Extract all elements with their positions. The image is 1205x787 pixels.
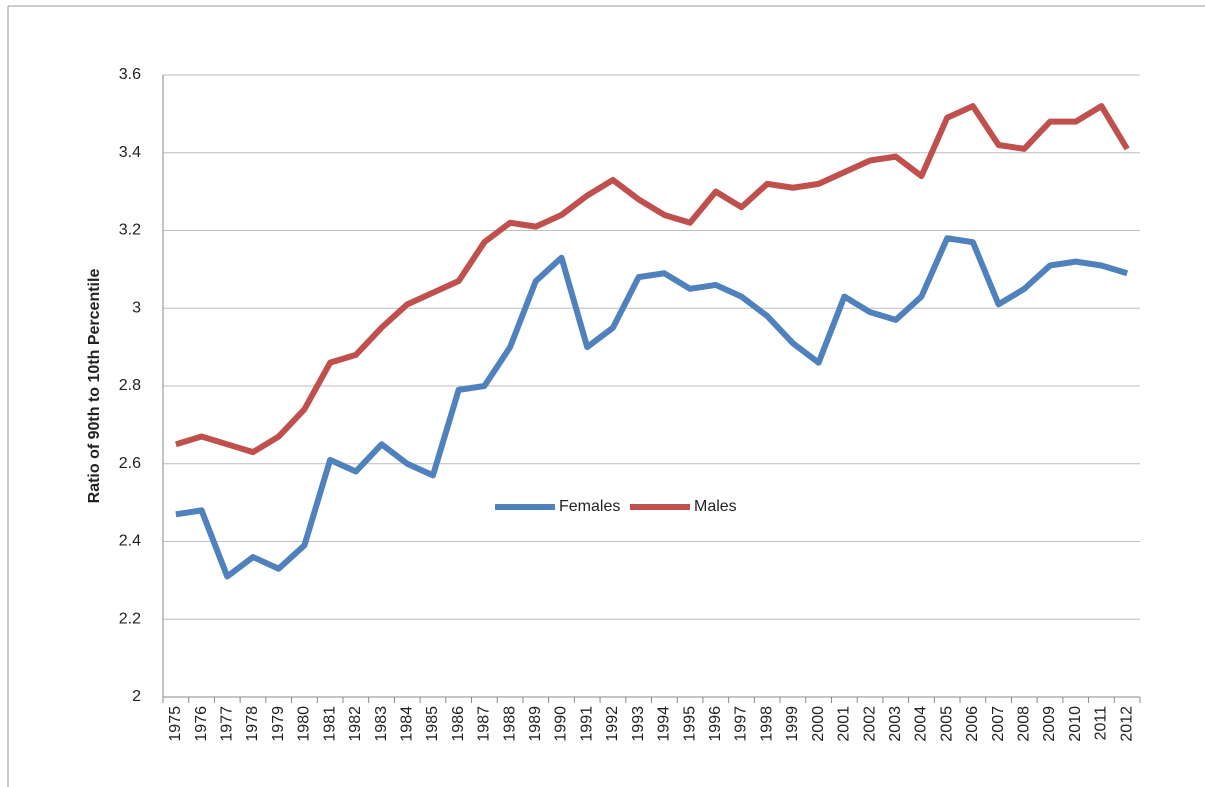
x-tick-label: 1995 — [681, 706, 698, 742]
x-tick-label: 2009 — [1041, 706, 1058, 742]
x-tick-label: 1998 — [758, 706, 775, 742]
x-tick-label: 1976 — [193, 706, 210, 742]
x-tick-label: 2005 — [938, 706, 955, 742]
x-tick-label: 2008 — [1016, 706, 1033, 742]
x-tick-label: 1996 — [707, 706, 724, 742]
x-tick-label: 2006 — [964, 706, 981, 742]
x-tick-label: 1980 — [296, 706, 313, 742]
y-tick-label: 3.6 — [119, 66, 141, 83]
x-tick-label: 1977 — [218, 706, 235, 742]
x-tick-label: 2002 — [861, 706, 878, 742]
x-tick-label: 1983 — [373, 706, 390, 742]
x-tick-label: 2004 — [913, 706, 930, 742]
y-tick-label: 2 — [132, 688, 141, 705]
x-tick-label: 1993 — [630, 706, 647, 742]
legend-label: Males — [694, 498, 737, 515]
series-line — [175, 235, 1129, 580]
y-tick-label: 3.2 — [119, 222, 141, 239]
x-tick-label: 1982 — [347, 706, 364, 742]
x-tick-label: 1981 — [321, 706, 338, 742]
y-tick-label: 2.6 — [119, 455, 141, 472]
y-axis-title: Ratio of 90th to 10th Percentile — [86, 269, 103, 504]
x-tick-label: 1975 — [167, 706, 184, 742]
x-tick-label: 1999 — [784, 706, 801, 742]
x-tick-label: 2012 — [1118, 706, 1135, 742]
y-tick-label: 2.4 — [119, 533, 141, 550]
x-tick-label: 2011 — [1093, 706, 1110, 741]
x-tick-label: 2007 — [990, 706, 1007, 742]
x-tick-label: 1994 — [656, 706, 673, 742]
x-tick-label: 1991 — [578, 706, 595, 742]
y-tick-label: 2.8 — [119, 377, 141, 394]
y-tick-label: 3.4 — [119, 144, 141, 161]
x-tick-label: 1988 — [501, 706, 518, 742]
x-tick-label: 2003 — [887, 706, 904, 742]
x-tick-label: 1979 — [270, 706, 287, 742]
legend-label: Females — [559, 498, 620, 515]
x-tick-label: 1987 — [476, 706, 493, 742]
x-tick-label: 2001 — [836, 706, 853, 742]
x-tick-label: 1989 — [527, 706, 544, 742]
x-tick-label: 1992 — [604, 706, 621, 742]
x-tick-label: 1997 — [733, 706, 750, 742]
x-tick-label: 2010 — [1067, 706, 1084, 742]
x-tick-label: 1985 — [424, 706, 441, 742]
series-line — [174, 103, 1130, 456]
x-tick-label: 1978 — [244, 706, 261, 742]
x-tick-label: 1990 — [553, 706, 570, 742]
x-tick-label: 2000 — [810, 706, 827, 742]
x-tick-label: 1984 — [398, 706, 415, 742]
y-tick-label: 2.2 — [119, 610, 141, 627]
x-tick-label: 1986 — [450, 706, 467, 742]
y-tick-label: 3 — [132, 299, 141, 316]
